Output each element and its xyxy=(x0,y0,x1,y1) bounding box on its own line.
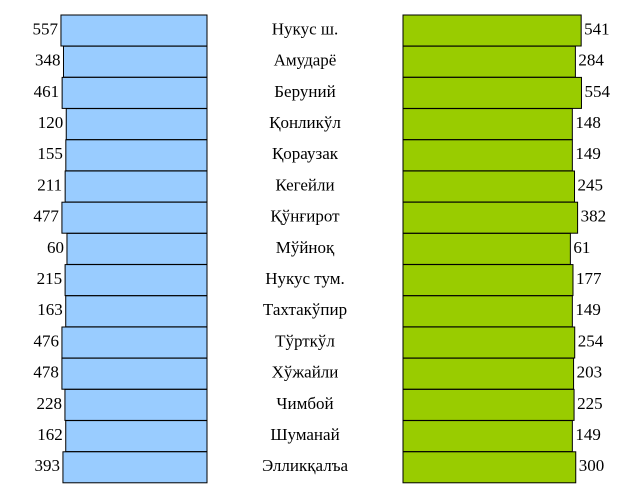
bar xyxy=(62,45,208,78)
bar xyxy=(60,14,208,47)
bar xyxy=(402,76,582,109)
category-label: Чимбой xyxy=(276,394,333,413)
value-label: 284 xyxy=(578,51,604,70)
value-label: 478 xyxy=(33,363,59,382)
bar xyxy=(64,264,208,297)
category-label: Нукус тум. xyxy=(265,269,345,288)
bar xyxy=(65,295,208,328)
bar xyxy=(64,170,208,203)
value-label: 155 xyxy=(37,144,63,163)
bar xyxy=(66,232,208,265)
category-label: Тўрткўл xyxy=(275,331,335,350)
bar xyxy=(65,108,208,141)
category-label: Шуманай xyxy=(270,425,339,444)
category-label: Тахтакўпир xyxy=(263,300,347,319)
bar xyxy=(402,201,579,234)
category-label: Қўнғирот xyxy=(270,207,340,226)
value-label: 228 xyxy=(36,394,62,413)
value-label: 254 xyxy=(578,331,604,350)
value-label: 382 xyxy=(581,207,607,226)
bar xyxy=(402,14,582,47)
category-label: Элликқалъа xyxy=(262,456,349,475)
bar xyxy=(402,45,576,78)
bar xyxy=(402,388,575,421)
bar xyxy=(65,420,208,453)
value-label: 60 xyxy=(47,238,64,257)
bar xyxy=(402,170,576,203)
bar xyxy=(61,201,208,234)
bar xyxy=(61,357,208,390)
value-label: 393 xyxy=(34,456,60,475)
value-label: 215 xyxy=(37,269,63,288)
bar xyxy=(402,295,573,328)
value-label: 148 xyxy=(575,113,601,132)
category-label: Нукус ш. xyxy=(272,19,338,38)
value-label: 61 xyxy=(573,238,590,257)
bar xyxy=(402,108,573,141)
value-label: 557 xyxy=(32,19,58,38)
bar xyxy=(402,357,575,390)
bar xyxy=(402,139,573,172)
category-label: Хўжайли xyxy=(272,363,339,382)
value-label: 149 xyxy=(575,144,601,163)
value-label: 149 xyxy=(575,425,601,444)
category-label: Беруний xyxy=(274,82,335,101)
value-label: 477 xyxy=(33,207,59,226)
value-label: 163 xyxy=(37,300,63,319)
bar xyxy=(402,326,576,359)
value-label: 203 xyxy=(577,363,603,382)
category-label: Кегейли xyxy=(275,175,334,194)
bar xyxy=(61,76,208,109)
value-label: 225 xyxy=(577,394,603,413)
bar xyxy=(62,451,208,484)
category-label: Мўйноқ xyxy=(276,238,335,257)
value-label: 120 xyxy=(38,113,64,132)
value-label: 461 xyxy=(34,82,60,101)
value-label: 554 xyxy=(584,82,610,101)
category-label: Қораузак xyxy=(272,144,339,163)
bar xyxy=(65,139,208,172)
bar xyxy=(402,420,573,453)
bar xyxy=(402,232,571,265)
bar xyxy=(402,264,574,297)
category-label: Қонликўл xyxy=(269,113,341,132)
bar xyxy=(64,388,208,421)
bar xyxy=(61,326,208,359)
value-label: 476 xyxy=(33,331,59,350)
value-label: 211 xyxy=(37,175,62,194)
value-label: 149 xyxy=(575,300,601,319)
bar xyxy=(402,451,577,484)
category-label: Амударё xyxy=(274,51,337,70)
value-label: 348 xyxy=(35,51,61,70)
value-label: 162 xyxy=(37,425,63,444)
value-label: 541 xyxy=(584,19,610,38)
value-label: 177 xyxy=(576,269,602,288)
value-label: 245 xyxy=(578,175,604,194)
value-label: 300 xyxy=(579,456,605,475)
